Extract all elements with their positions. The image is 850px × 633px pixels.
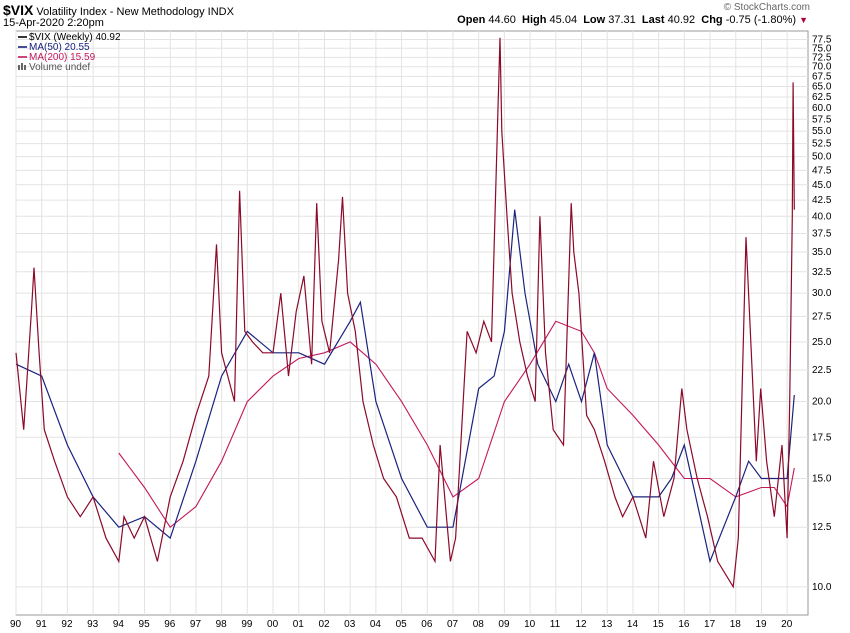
y-tick-label: 20.0: [812, 397, 832, 408]
y-tick-label: 35.0: [812, 247, 832, 258]
y-tick-label: 37.5: [812, 229, 832, 240]
y-tick-label: 75.0: [812, 43, 832, 54]
y-tick-label: 27.5: [812, 311, 832, 322]
volume-bars-icon: [18, 65, 20, 70]
x-tick-label: 96: [164, 619, 176, 630]
ma50-line: [15, 209, 795, 564]
y-tick-label: 60.0: [812, 103, 832, 114]
legend-label: $VIX (Weekly) 40.92: [29, 32, 121, 43]
y-tick-label: 55.0: [812, 126, 832, 137]
brand-text: © StockCharts.com: [723, 2, 810, 13]
x-tick-label: 02: [318, 619, 330, 630]
y-tick-label: 17.5: [812, 432, 832, 443]
y-tick-label: 10.0: [812, 582, 832, 593]
y-tick-label: 72.5: [812, 52, 832, 63]
y-tick-label: 22.5: [812, 365, 832, 376]
x-tick-label: 17: [704, 619, 716, 630]
vix-price-line: [15, 37, 795, 589]
low-label: Low: [583, 14, 606, 26]
x-tick-label: 91: [36, 619, 48, 630]
x-tick-label: 93: [87, 619, 99, 630]
last-value: 40.92: [667, 14, 696, 26]
x-tick-label: 97: [190, 619, 202, 630]
x-tick-label: 98: [216, 619, 228, 630]
y-tick-label: 57.5: [812, 114, 832, 125]
x-tick-label: 00: [267, 619, 279, 630]
y-tick-label: 47.5: [812, 165, 832, 176]
high-value: 45.04: [549, 14, 578, 26]
x-tick-label: 13: [601, 619, 613, 630]
y-tick-label: 32.5: [812, 267, 832, 278]
x-tick-label: 19: [755, 619, 767, 630]
y-tick-label: 70.0: [812, 62, 832, 73]
chg-label: Chg: [701, 14, 723, 26]
high-label: High: [522, 14, 547, 26]
y-tick-label: 65.0: [812, 82, 832, 93]
x-tick-label: 11: [550, 619, 561, 630]
y-tick-label: 67.5: [812, 71, 832, 82]
x-tick-label: 16: [678, 619, 690, 630]
y-tick-label: 45.0: [812, 180, 832, 191]
down-arrow-icon: ▼: [799, 15, 808, 25]
y-tick-label: 50.0: [812, 152, 832, 163]
security-name: Volatility Index - New Methodology: [36, 6, 205, 18]
ohlc-bar: Open 44.60 High 45.04 Low 37.31 Last 40.…: [457, 14, 808, 26]
open-label: Open: [457, 14, 486, 26]
y-tick-label: 15.0: [812, 473, 832, 484]
x-tick-label: 01: [293, 619, 305, 630]
x-tick-label: 05: [396, 619, 408, 630]
date-stamp: 15-Apr-2020 2:20pm: [3, 17, 104, 29]
x-tick-label: 09: [498, 619, 510, 630]
chart-title-line: $VIX Volatility Index - New Methodology …: [3, 2, 234, 18]
y-tick-label: 52.5: [812, 139, 832, 150]
x-tick-label: 06: [421, 619, 433, 630]
x-tick-label: 03: [344, 619, 356, 630]
x-tick-label: 99: [241, 619, 253, 630]
grid: [15, 31, 808, 615]
y-tick-label: 62.5: [812, 92, 832, 103]
brand-logo: © StockCharts.com: [724, 2, 810, 13]
y-tick-label: 77.5: [812, 34, 832, 45]
x-axis: 90 91 92 93 94 95 96 97 98 99 00 01 02 03 04 05 06 07 08 09…: [10, 619, 793, 630]
legend-label: MA(200) 15.59: [29, 52, 96, 63]
ma200-line: [118, 320, 795, 529]
x-tick-label: 95: [139, 619, 151, 630]
open-value: 44.60: [488, 14, 516, 26]
x-tick-label: 20: [781, 619, 793, 630]
x-tick-label: 18: [730, 619, 742, 630]
x-tick-label: 15: [653, 619, 665, 630]
volume-bars-icon: [21, 63, 23, 70]
x-tick-label: 94: [113, 619, 125, 630]
low-value: 37.31: [608, 14, 636, 26]
x-tick-label: 04: [370, 619, 382, 630]
y-axis: 10.0 12.5 15.0 17.5 20.0 22.5 25.0 27.5 30.0 32.5…: [812, 34, 832, 592]
exchange: INDX: [207, 6, 234, 18]
y-tick-label: 25.0: [812, 337, 832, 348]
legend-label: MA(50) 20.55: [29, 42, 90, 53]
x-tick-label: 10: [524, 619, 536, 630]
x-tick-label: 14: [627, 619, 639, 630]
x-tick-label: 12: [576, 619, 588, 630]
symbol: $VIX: [3, 2, 34, 18]
chg-value: -0.75 (-1.80%): [725, 14, 797, 26]
y-tick-label: 42.5: [812, 195, 832, 206]
x-tick-label: 08: [473, 619, 485, 630]
volume-bars-icon: [24, 65, 26, 70]
y-tick-label: 40.0: [812, 211, 832, 222]
y-tick-label: 12.5: [812, 522, 832, 533]
x-tick-label: 90: [10, 619, 22, 630]
y-tick-label: 30.0: [812, 288, 832, 299]
x-tick-label: 92: [61, 619, 73, 630]
x-tick-label: 07: [447, 619, 459, 630]
legend-label: Volume undef: [29, 62, 90, 73]
series-lines: [15, 37, 795, 589]
last-label: Last: [641, 14, 665, 26]
